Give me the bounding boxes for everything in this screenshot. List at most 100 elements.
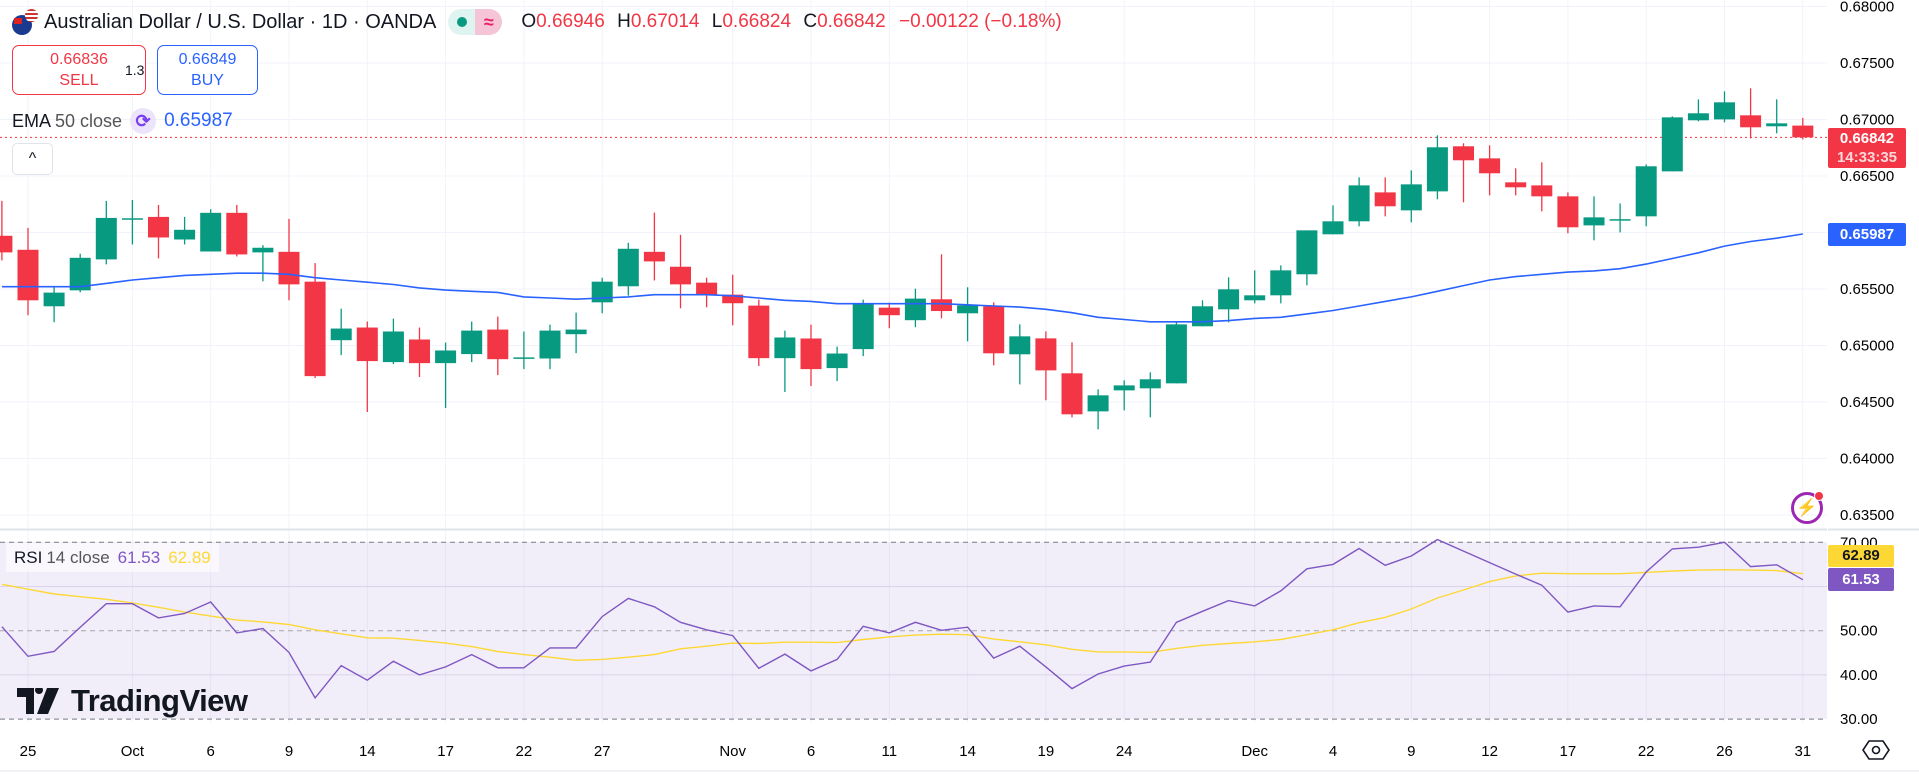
time-tick-label: 26: [1716, 743, 1733, 760]
time-tick-label: 11: [882, 743, 898, 760]
chart-settings-eye-icon[interactable]: [1862, 739, 1890, 761]
time-tick-label: 27: [594, 743, 611, 760]
candle-up: [1583, 217, 1605, 226]
candle-up: [461, 330, 483, 355]
rsi-tick-label: 40.00: [1840, 667, 1878, 684]
candle-up: [69, 257, 91, 291]
lightning-icon[interactable]: ⚡: [1791, 491, 1824, 524]
candle-up: [1348, 185, 1370, 222]
sync-icon[interactable]: ⟳: [130, 108, 157, 134]
candle-up: [200, 212, 222, 252]
time-tick-label: 31: [1794, 743, 1811, 760]
approx-icon[interactable]: ≈: [475, 9, 503, 35]
candle-up: [95, 217, 117, 260]
candle-up: [1244, 295, 1266, 301]
candle-up: [1165, 324, 1187, 384]
status-pill[interactable]: ≈: [448, 9, 503, 35]
ema-value: 0.65987: [164, 110, 233, 131]
candle-down: [1035, 338, 1057, 371]
open-value: 0.66946: [536, 11, 605, 32]
candle-down: [1531, 185, 1553, 197]
time-tick-label: Oct: [121, 743, 145, 760]
rsi-level-lines: [0, 541, 1827, 720]
candle-up: [1766, 123, 1788, 127]
collapse-legend-button[interactable]: ^: [12, 143, 53, 175]
rsi-tick-label: 50.00: [1840, 623, 1878, 640]
change-value: −0.00122 (−0.18%): [899, 11, 1062, 32]
price-tick-label: 0.67500: [1840, 55, 1894, 72]
candle-down: [878, 307, 900, 316]
rsi-name: RSI: [14, 547, 43, 567]
price-tick-label: 0.63500: [1840, 507, 1894, 524]
candle-up: [539, 330, 561, 359]
tradingview-logo-icon: [17, 688, 59, 714]
candle-up: [1635, 166, 1657, 217]
candle-up: [435, 350, 457, 364]
candle-down: [643, 251, 665, 262]
candle-down: [1453, 146, 1474, 161]
sell-price: 0.66836: [50, 51, 108, 68]
chevron-up-icon: ^: [28, 150, 37, 167]
time-tick-label: 17: [1560, 743, 1577, 760]
candle-down: [1061, 373, 1083, 415]
candle-down: [1479, 158, 1501, 174]
candle-down: [148, 216, 169, 238]
candle-down: [487, 329, 509, 360]
candle-down: [1792, 125, 1814, 138]
time-tick-label: 9: [285, 743, 293, 760]
candle-down: [1740, 115, 1762, 128]
candle-down: [1557, 196, 1579, 228]
candle-up: [1218, 289, 1240, 310]
candle-down: [722, 294, 744, 304]
currency-flags-icon: [12, 9, 38, 35]
low-value: 0.66824: [722, 11, 792, 32]
candle-up: [1192, 306, 1213, 327]
candle-up: [617, 248, 639, 287]
ema-name: EMA: [12, 110, 52, 131]
time-tick-label: 22: [1638, 743, 1655, 760]
time-tick-label: Nov: [719, 743, 746, 760]
sell-button[interactable]: 0.66836 SELL: [12, 45, 146, 95]
tradingview-logo[interactable]: TradingView: [17, 683, 248, 719]
time-tick-label: 4: [1329, 743, 1337, 760]
time-tick-label: 25: [20, 743, 37, 760]
rsi-legend[interactable]: RSI 14 close 61.53 62.89: [6, 543, 219, 572]
time-tick-label: 6: [207, 743, 215, 760]
candles: [0, 88, 1814, 430]
candle-up: [1296, 230, 1318, 275]
candle-up: [382, 331, 404, 363]
candle-down: [931, 299, 952, 312]
candle-down: [696, 282, 718, 296]
candle-down: [278, 251, 300, 285]
ema-params: 50 close: [55, 110, 123, 131]
symbol-title[interactable]: Australian Dollar / U.S. Dollar · 1D · O…: [44, 10, 437, 33]
rsi-tick-label: 30.00: [1840, 711, 1878, 728]
time-tick-label: Dec: [1241, 743, 1268, 760]
buy-button[interactable]: 0.66849 BUY: [157, 45, 258, 95]
rsi-value: 61.53: [117, 547, 161, 567]
candle-up: [1113, 385, 1135, 391]
high-value: 0.67014: [630, 11, 700, 32]
rsi-axis-label: 61.53: [1828, 568, 1894, 591]
rsi-line: [1, 538, 1804, 700]
symbol-header: Australian Dollar / U.S. Dollar · 1D · O…: [12, 8, 1062, 36]
ema-legend[interactable]: EMA 50 close ⟳ 0.65987: [12, 108, 233, 134]
candle-down: [356, 327, 378, 362]
time-tick-label: 24: [1116, 743, 1133, 760]
price-tick-label: 0.64000: [1840, 451, 1894, 468]
close-label: C: [803, 11, 818, 32]
price-tick-label: 0.67000: [1840, 112, 1894, 129]
time-tick-label: 14: [359, 743, 376, 760]
open-label: O: [521, 11, 537, 32]
rsi-ma-value: 62.89: [168, 547, 211, 567]
price-tick-label: 0.64500: [1840, 394, 1894, 411]
candle-down: [670, 266, 691, 285]
ema-line: [1, 233, 1803, 323]
candle-up: [513, 357, 535, 359]
candle-up: [1322, 221, 1344, 235]
price-tick-label: 0.68000: [1840, 0, 1894, 16]
green-dot-icon[interactable]: [448, 9, 476, 35]
candle-down: [748, 305, 770, 359]
bar-countdown: 14:33:35: [1836, 149, 1898, 166]
